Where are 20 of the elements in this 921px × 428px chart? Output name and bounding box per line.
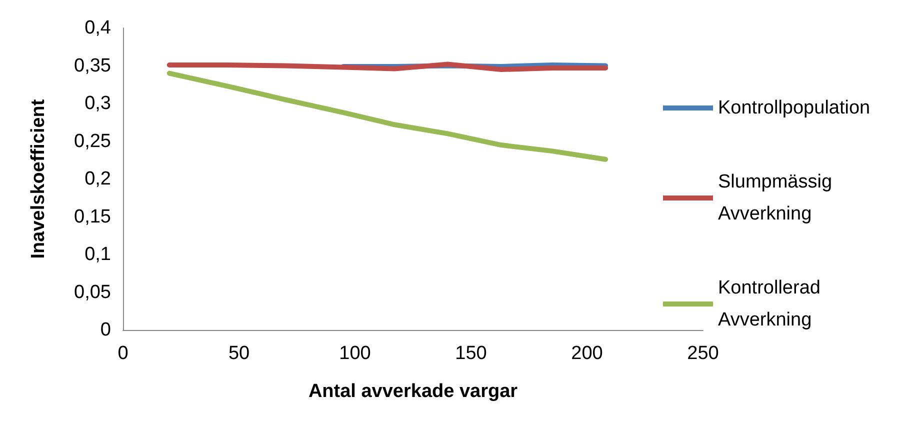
y-tick-label: 0,1 [84,244,111,265]
y-axis-title: Inavelskoefficient [28,98,49,259]
x-axis-title: Antal avverkade vargar [308,381,518,402]
x-tick-label: 150 [455,343,487,364]
legend-label: Kontrollpopulation [718,98,870,118]
y-tick-label: 0,4 [84,18,112,38]
y-tick-label: 0,35 [74,55,111,76]
legend-label: Kontrollerad Avverkning [718,278,820,330]
y-tick-label: 0,05 [74,282,111,303]
y-tick-label: 0 [100,320,111,340]
y-tick-label: 0,3 [84,93,111,114]
x-tick-label: 250 [687,343,719,364]
legend-label: Slumpmässig Avverkning [718,172,832,224]
x-tick-label: 0 [118,343,128,364]
x-tick-label: 100 [339,343,371,364]
y-tick-label: 0,25 [74,130,111,152]
x-tick-label: 50 [228,343,250,364]
y-tick-label: 0,15 [74,206,111,228]
y-tick-label: 0,2 [84,168,111,190]
x-tick-label: 200 [571,343,603,364]
